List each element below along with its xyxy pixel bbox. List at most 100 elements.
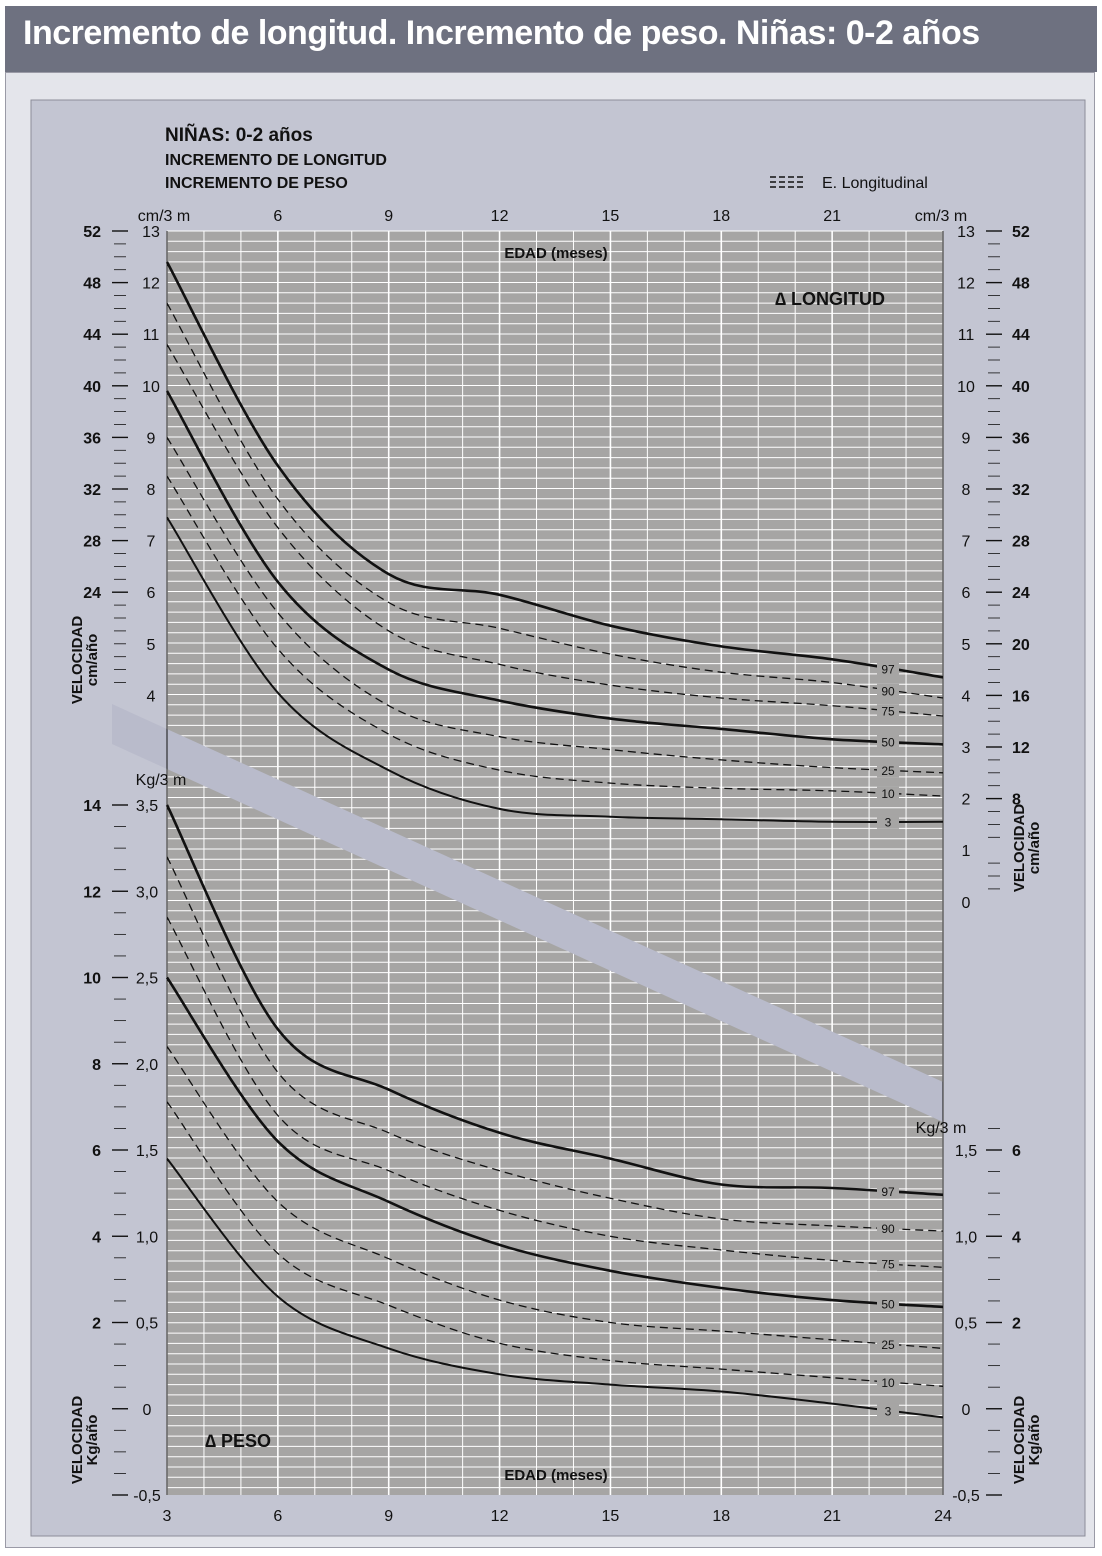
longitud-tick-label-left: 5 <box>147 637 156 654</box>
x-tick-label-bottom: 3 <box>163 1508 172 1525</box>
longitud-tick-label-left: 4 <box>147 688 156 705</box>
peso-unit-left: Kg/3 m <box>136 772 187 789</box>
longitud-axis-title-left-title: VELOCIDAD <box>69 616 86 705</box>
peso-annual-tick-left: 4 <box>92 1229 101 1246</box>
longitud-tick-label-left: 12 <box>142 276 160 293</box>
longitud-series-p25 <box>166 437 944 774</box>
peso-tick-label-left: 3,0 <box>136 884 158 901</box>
longitud-annual-tick-right: 16 <box>1012 688 1030 705</box>
longitud-axis-title-right-unit: cm/año <box>1026 822 1043 875</box>
longitud-label-bg-p97 <box>877 661 899 676</box>
peso-label-bg-p3 <box>877 1403 899 1418</box>
longitud-annual-tick-left: 40 <box>83 379 101 396</box>
peso-series-p10 <box>166 1101 944 1387</box>
peso-label-p3: 3 <box>885 1404 892 1418</box>
peso-series-p90 <box>166 856 944 1232</box>
longitud-annual-tick-left: 32 <box>83 482 101 499</box>
longitud-annual-tick-left: 36 <box>83 430 101 447</box>
longitud-series-p50 <box>165 390 944 746</box>
peso-axis-title-right-unit: Kg/año <box>1026 1415 1043 1466</box>
longitud-series-p90 <box>166 302 944 699</box>
peso-annual-tick-left: 14 <box>83 798 101 815</box>
longitud-label-bg-p75 <box>877 704 899 719</box>
peso-tick-label-left: 1,5 <box>136 1143 158 1160</box>
longitud-tick-label-right: 8 <box>962 482 971 499</box>
longitud-label-bg-p3 <box>877 814 899 829</box>
peso-series-p50 <box>165 976 944 1309</box>
x-tick-label-bottom: 9 <box>384 1508 393 1525</box>
x-tick-label-top: 21 <box>823 208 841 225</box>
peso-annual-tick-left: 10 <box>83 971 101 988</box>
longitud-series-p75 <box>166 344 944 717</box>
peso-annual-tick-left: 6 <box>92 1143 101 1160</box>
peso-annual-tick-left: 8 <box>92 1057 101 1074</box>
chart-header-subtitle-peso: INCREMENTO DE PESO <box>165 175 348 192</box>
x-tick-label-bottom: 18 <box>712 1508 730 1525</box>
peso-label-p75: 75 <box>881 1258 895 1272</box>
x-tick-label-bottom: 21 <box>823 1508 841 1525</box>
longitud-annual-tick-right: 28 <box>1012 534 1030 551</box>
separator-band <box>112 704 943 1122</box>
longitud-tick-label-right: 4 <box>962 688 971 705</box>
legend-label: E. Longitudinal <box>822 175 928 192</box>
longitud-label-bg-p10 <box>877 786 899 801</box>
peso-series-p97 <box>165 804 944 1197</box>
longitud-tick-label-right: 13 <box>957 224 975 241</box>
peso-label-bg-p90 <box>877 1221 899 1236</box>
longitud-tick-label-left: 7 <box>147 534 156 551</box>
peso-label-bg-p75 <box>877 1257 899 1272</box>
longitud-tick-label-left: 11 <box>143 327 160 344</box>
longitud-tick-label-left: 6 <box>147 585 156 602</box>
longitud-axis-title-left-unit: cm/año <box>84 634 101 687</box>
x-tick-label-bottom: 24 <box>934 1508 952 1525</box>
x-tick-label-top: 18 <box>712 208 730 225</box>
x-tick-label-top: 15 <box>602 208 620 225</box>
page-title: Incremento de longitud. Incremento de pe… <box>23 14 980 52</box>
percentile-curves <box>165 261 944 1419</box>
plot-area <box>167 231 943 1495</box>
longitud-tick-label-right: 12 <box>957 276 975 293</box>
peso-label-bg-p10 <box>877 1375 899 1390</box>
longitud-annual-tick-right: 12 <box>1012 740 1030 757</box>
peso-label-p50: 50 <box>881 1297 895 1311</box>
longitud-tick-label-right: 7 <box>962 534 971 551</box>
peso-axis-title-left-title: VELOCIDAD <box>69 1396 86 1485</box>
peso-tick-label-right: 1,0 <box>955 1229 977 1246</box>
grid-lines <box>166 230 944 1495</box>
peso-annual-tick-right: 6 <box>1012 1143 1021 1160</box>
longitud-annual-tick-right: 8 <box>1012 792 1021 809</box>
longitud-tick-label-right: 9 <box>962 430 971 447</box>
x-tick-label-bottom: 12 <box>491 1508 509 1525</box>
peso-label-bg-p25 <box>877 1337 899 1352</box>
peso-series-p3 <box>166 1157 944 1419</box>
longitud-annual-tick-left: 48 <box>83 276 101 293</box>
peso-axis-title-right-title: VELOCIDAD <box>1011 1396 1028 1485</box>
longitud-section-label: ∆ LONGITUD <box>775 289 885 309</box>
peso-tick-label-left: 1,0 <box>136 1229 158 1246</box>
longitud-label-p3: 3 <box>885 815 892 829</box>
longitud-tick-label-right: 1 <box>962 843 971 860</box>
longitud-tick-label-right: 3 <box>962 740 971 757</box>
longitud-label-bg-p25 <box>877 763 899 778</box>
axis-ticks <box>112 230 1002 1496</box>
curve-labels: 97 90 75 50 25 10 3 97 90 75 50 25 10 3 <box>877 661 899 1418</box>
longitud-axis-title-right-title: VELOCIDAD <box>1011 804 1028 893</box>
longitud-label-p50: 50 <box>881 736 895 750</box>
chart-header-title: NIÑAS: 0-2 años <box>165 124 313 146</box>
longitud-annual-tick-left: 44 <box>83 327 101 344</box>
longitud-label-p25: 25 <box>881 764 895 778</box>
longitud-annual-tick-right: 52 <box>1012 224 1030 241</box>
peso-series-p25 <box>166 1046 944 1350</box>
peso-tick-label-left: 2,5 <box>136 971 158 988</box>
peso-tick-label-right: -0,5 <box>952 1488 980 1505</box>
x-tick-label-top: 12 <box>491 208 509 225</box>
longitud-label-p97: 97 <box>881 662 895 676</box>
longitud-tick-label-left: 13 <box>142 224 160 241</box>
longitud-tick-label-right: 10 <box>957 379 975 396</box>
